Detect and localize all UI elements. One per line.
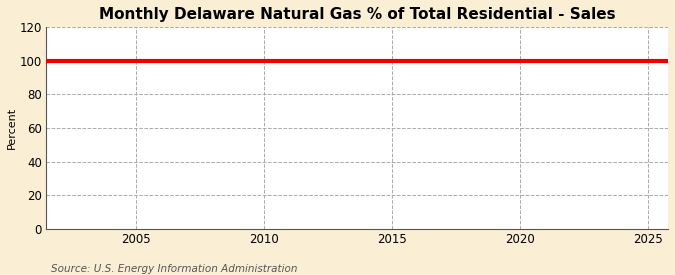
Y-axis label: Percent: Percent [7, 107, 17, 149]
Title: Monthly Delaware Natural Gas % of Total Residential - Sales: Monthly Delaware Natural Gas % of Total … [99, 7, 616, 22]
Text: Source: U.S. Energy Information Administration: Source: U.S. Energy Information Administ… [51, 264, 297, 274]
